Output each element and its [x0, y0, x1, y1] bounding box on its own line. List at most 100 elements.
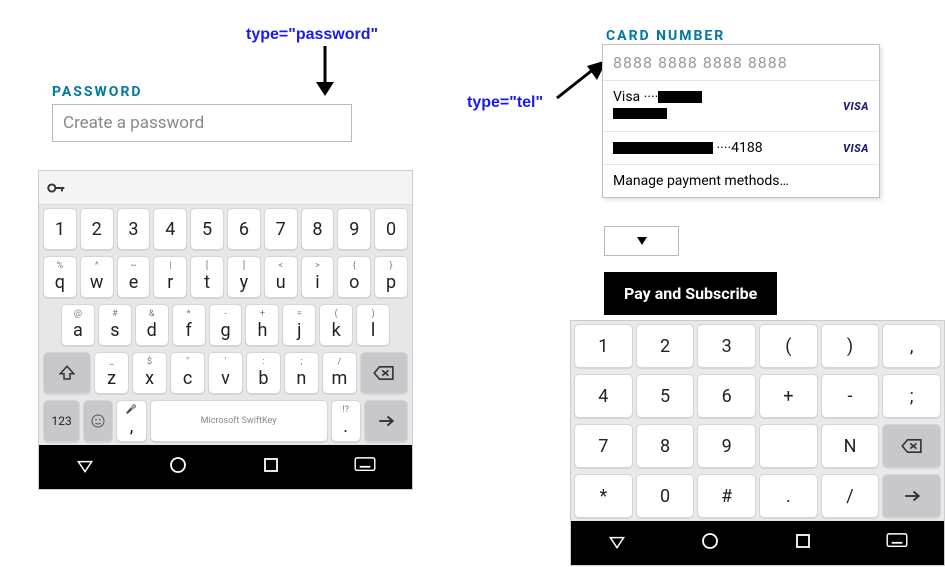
- key-w[interactable]: ^w: [80, 256, 114, 298]
- numkey-0[interactable]: 0: [636, 474, 695, 518]
- nav-recent-icon[interactable]: [793, 531, 813, 555]
- key-icon[interactable]: [39, 178, 73, 198]
- key-8[interactable]: 8: [301, 208, 335, 250]
- key-b[interactable]: :b: [246, 352, 281, 394]
- key-v[interactable]: 'v: [208, 352, 243, 394]
- redacted-block: [613, 108, 667, 119]
- key-7[interactable]: 7: [264, 208, 298, 250]
- key-3[interactable]: 3: [117, 208, 151, 250]
- key-n[interactable]: ;n: [284, 352, 319, 394]
- card-dropdown: 8888 8888 8888 8888 Visa ···· VISA ····4…: [602, 44, 880, 198]
- numkey-6[interactable]: 6: [697, 374, 756, 418]
- nav-keyboard-icon[interactable]: [886, 533, 908, 553]
- key-e[interactable]: ~e: [117, 256, 151, 298]
- numkey-5[interactable]: 5: [636, 374, 695, 418]
- key-x[interactable]: $x: [132, 352, 167, 394]
- password-placeholder: Create a password: [63, 113, 204, 133]
- emoji-key[interactable]: [83, 400, 113, 442]
- nav-home-icon[interactable]: [168, 455, 188, 479]
- key-6[interactable]: 6: [227, 208, 261, 250]
- key-0[interactable]: 0: [374, 208, 408, 250]
- key-y[interactable]: ]y: [227, 256, 261, 298]
- key-j[interactable]: =j: [282, 304, 316, 346]
- key-m[interactable]: /m: [322, 352, 357, 394]
- redacted-block: [658, 91, 702, 103]
- key-u[interactable]: <u: [264, 256, 298, 298]
- annotation-tel: type="tel": [467, 94, 543, 112]
- numkey-1[interactable]: 1: [574, 324, 633, 368]
- numkey-.[interactable]: .: [759, 474, 818, 518]
- key-4[interactable]: 4: [153, 208, 187, 250]
- numkey-)[interactable]: ): [821, 324, 880, 368]
- numkey-*[interactable]: *: [574, 474, 633, 518]
- spacebar-key[interactable]: Microsoft SwiftKey: [150, 400, 328, 442]
- card-dots: ····: [716, 140, 731, 156]
- numkey-7[interactable]: 7: [574, 424, 633, 468]
- numkey-blank[interactable]: [759, 424, 818, 468]
- key-q[interactable]: %q: [43, 256, 77, 298]
- card-number-label: CARD NUMBER: [606, 28, 725, 44]
- numkey-;[interactable]: ;: [882, 374, 941, 418]
- key-1[interactable]: 1: [43, 208, 77, 250]
- pay-button-label: Pay and Subscribe: [624, 284, 757, 303]
- pay-subscribe-button[interactable]: Pay and Subscribe: [604, 272, 777, 315]
- key-o[interactable]: {o: [337, 256, 371, 298]
- key-s[interactable]: #s: [98, 304, 132, 346]
- key-c[interactable]: "c: [170, 352, 205, 394]
- select-stub[interactable]: [604, 226, 679, 256]
- card-option-1[interactable]: Visa ···· VISA: [603, 81, 879, 132]
- mic-key[interactable]: 🎤,: [116, 400, 146, 442]
- mode-key[interactable]: 123: [43, 400, 80, 442]
- nav-home-icon[interactable]: [700, 531, 720, 555]
- android-navbar-right: [571, 521, 944, 565]
- card-suffix: 4188: [731, 140, 762, 156]
- numkey-⌫[interactable]: [882, 424, 941, 468]
- key-r[interactable]: |r: [153, 256, 187, 298]
- numeric-keyboard: 123(), 456+-; 789 N *0#./: [570, 320, 945, 566]
- numkey-9[interactable]: 9: [697, 424, 756, 468]
- password-input[interactable]: Create a password: [52, 104, 352, 142]
- numkey-4[interactable]: 4: [574, 374, 633, 418]
- key-p[interactable]: }p: [374, 256, 408, 298]
- numkey-,[interactable]: ,: [882, 324, 941, 368]
- card-number-input[interactable]: 8888 8888 8888 8888: [603, 45, 879, 81]
- numkey-3[interactable]: 3: [697, 324, 756, 368]
- manage-payment-methods[interactable]: Manage payment methods…: [603, 165, 879, 197]
- nav-back-icon[interactable]: [607, 531, 627, 555]
- numkey-([interactable]: (: [759, 324, 818, 368]
- numkey-#[interactable]: #: [697, 474, 756, 518]
- key-z[interactable]: _z: [94, 352, 129, 394]
- numkey-→[interactable]: [882, 474, 941, 518]
- numkey-2[interactable]: 2: [636, 324, 695, 368]
- enter-key[interactable]: [364, 400, 408, 442]
- annotation-password: type="password": [246, 26, 378, 44]
- key-k[interactable]: (k: [319, 304, 353, 346]
- nav-recent-icon[interactable]: [261, 455, 281, 479]
- key-l[interactable]: )l: [356, 304, 390, 346]
- key-a[interactable]: @a: [61, 304, 95, 346]
- numkey-N[interactable]: N: [821, 424, 880, 468]
- key-g[interactable]: -g: [209, 304, 243, 346]
- key-9[interactable]: 9: [337, 208, 371, 250]
- shift-key[interactable]: [43, 352, 91, 394]
- card-option-2[interactable]: ····4188 VISA: [603, 132, 879, 165]
- key-h[interactable]: +h: [245, 304, 279, 346]
- key-d[interactable]: &d: [135, 304, 169, 346]
- arrow-right-icon: [553, 58, 609, 102]
- numkey-8[interactable]: 8: [636, 424, 695, 468]
- key-f[interactable]: *f: [172, 304, 206, 346]
- key-2[interactable]: 2: [80, 208, 114, 250]
- password-label: PASSWORD: [52, 84, 352, 100]
- key-t[interactable]: [t: [190, 256, 224, 298]
- numkey-+[interactable]: +: [759, 374, 818, 418]
- backspace-key[interactable]: [360, 352, 408, 394]
- nav-keyboard-icon[interactable]: [354, 457, 376, 477]
- key-i[interactable]: >i: [301, 256, 335, 298]
- nav-back-icon[interactable]: [75, 455, 95, 479]
- numkey--[interactable]: -: [821, 374, 880, 418]
- qwerty-keyboard: 1234567890 %q^w~e|r[t]y<u>i{o}p @a#s&d*f…: [38, 170, 413, 490]
- key-5[interactable]: 5: [190, 208, 224, 250]
- card-prefix: Visa: [613, 89, 644, 105]
- numkey-/[interactable]: /: [821, 474, 880, 518]
- period-key[interactable]: !?.: [331, 400, 361, 442]
